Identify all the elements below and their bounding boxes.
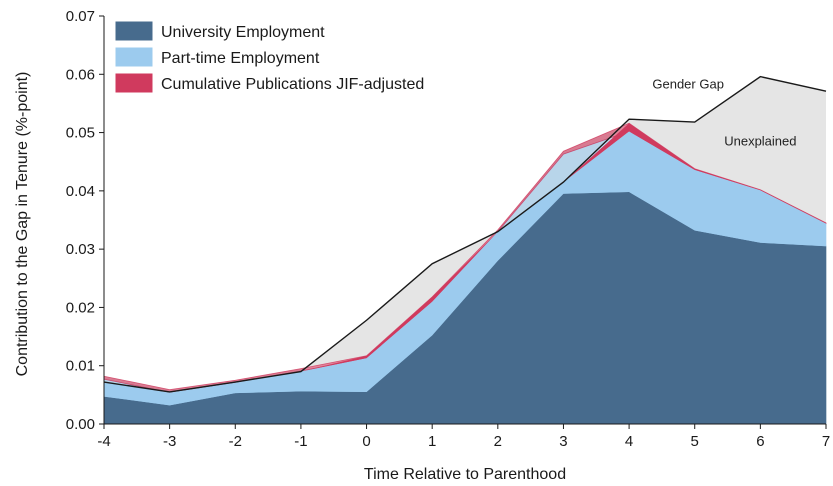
legend-swatch [115,21,153,41]
x-tick-label: 1 [428,433,436,450]
x-tick-label: 3 [559,433,567,450]
y-tick-label: 0.06 [66,66,95,83]
gender-gap-line [103,75,827,393]
legend-label: University Employment [161,24,325,41]
x-tick-label: 5 [691,433,699,450]
annotation-label: Unexplained [724,133,796,148]
y-tick-label: 0.05 [66,125,95,142]
x-tick-label: -3 [163,433,176,450]
y-tick-label: 0.00 [66,416,95,433]
y-tick-label: 0.01 [66,358,95,375]
x-tick-label: 2 [494,433,502,450]
y-tick-label: 0.02 [66,299,95,316]
x-tick-label: 6 [756,433,764,450]
x-tick-label: 7 [822,433,830,450]
x-tick-label: 0 [362,433,370,450]
x-axis-title: Time Relative to Parenthood [364,466,566,483]
legend: University Employment Part-time Employmen… [115,21,424,93]
x-tick-label: -1 [294,433,307,450]
y-tick-label: 0.03 [66,241,95,258]
legend-swatch [115,47,153,67]
annotation-layer: Gender Gap Unexplained [652,76,796,148]
line-layer [103,75,827,393]
university-employment-solid [104,192,826,424]
area-layer [103,76,827,425]
y-tick-label: 0.07 [66,8,95,25]
y-tick-label: 0.04 [66,183,95,200]
y-axis-title: Contribution to the Gap in Tenure (%-poi… [14,72,31,377]
x-tick-label: -4 [97,433,110,450]
axis-layer: 0.00 0.01 0.02 0.03 0.04 0.05 0.06 0.07 -4 -3 -2 -1… [66,8,830,450]
legend-label: Cumulative Publications JIF-adjusted [161,76,424,93]
x-tick-label: 4 [625,433,633,450]
x-tick-label: -2 [229,433,242,450]
annotation-label: Gender Gap [652,76,724,91]
legend-label: Part-time Employment [161,50,320,67]
unexplained-area [104,76,826,392]
legend-swatch [115,73,153,93]
part-time-employment-solid [104,131,826,406]
